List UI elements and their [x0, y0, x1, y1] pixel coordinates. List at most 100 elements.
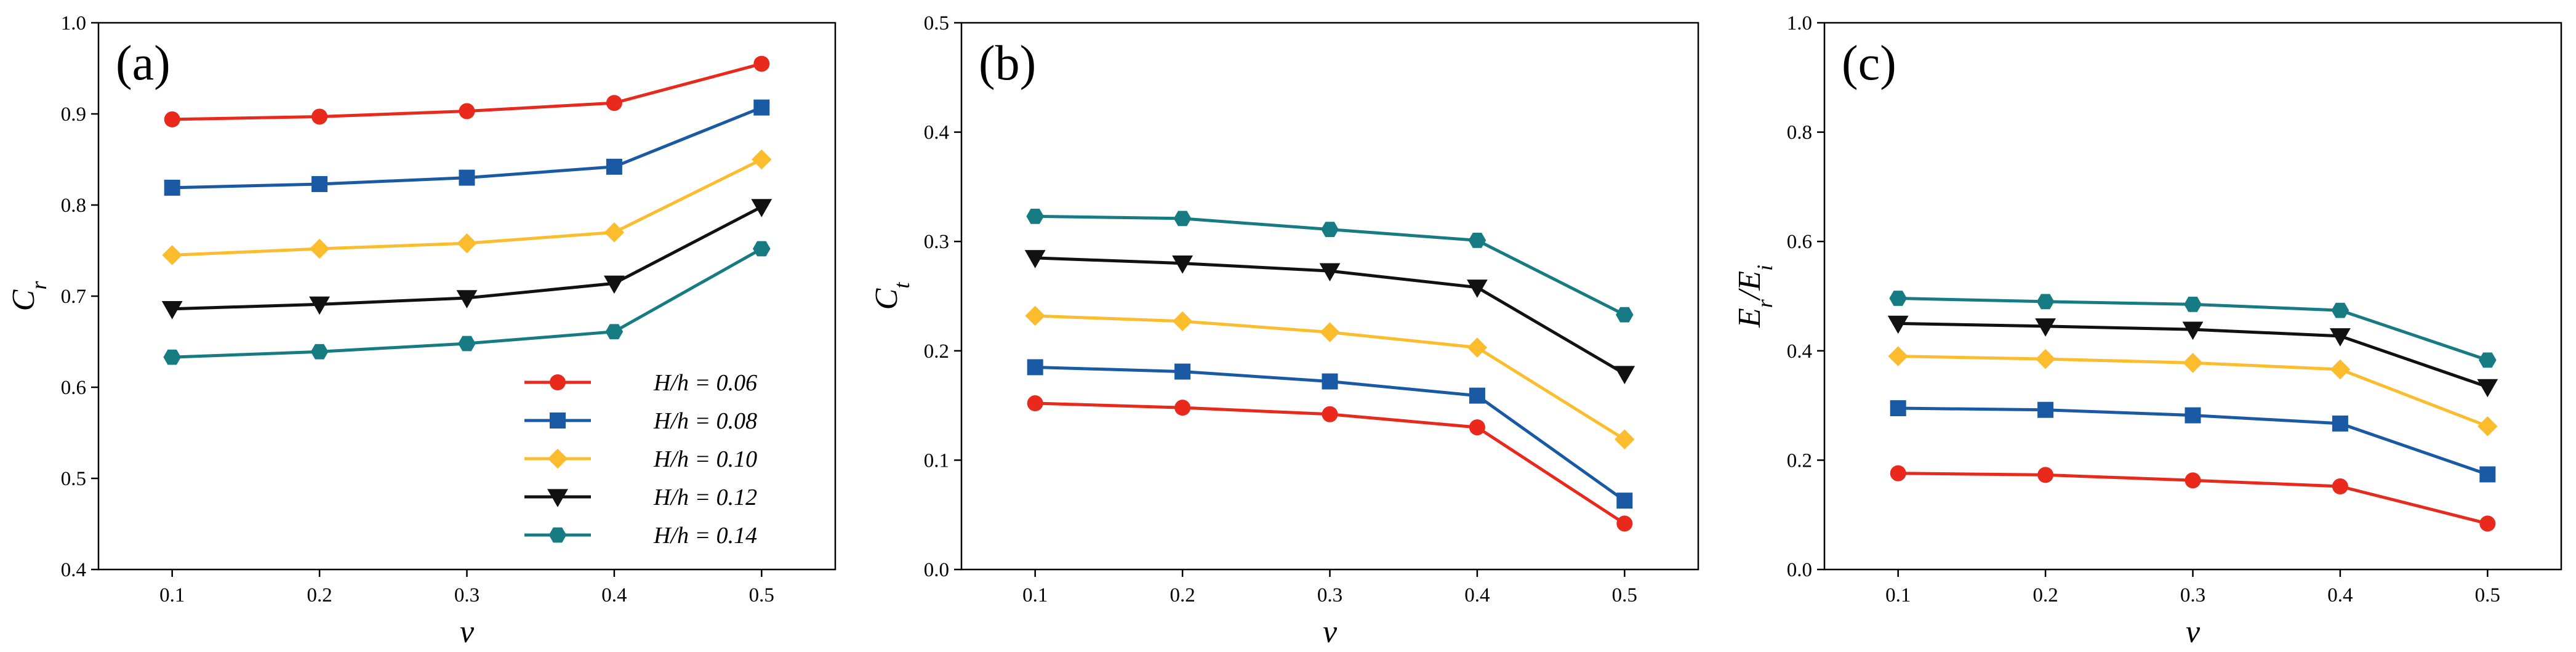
y-tick-label: 0.4 [1787, 340, 1812, 363]
triangle-down-marker-icon [547, 489, 568, 507]
data-point [2330, 359, 2351, 380]
series-s008 [1027, 359, 1633, 509]
data-point [2035, 348, 2056, 369]
data-point [309, 296, 330, 315]
x-tick-label: 0.1 [1885, 584, 1911, 606]
series-s006 [1027, 395, 1633, 532]
data-point [1322, 406, 1338, 422]
y-tick-label: 0.4 [924, 122, 949, 144]
y-axis-label-subscript: t [889, 282, 914, 289]
x-tick-label: 0.3 [2180, 584, 2205, 606]
series-s008 [164, 99, 770, 196]
data-point [2185, 472, 2201, 489]
x-axis-label: v [460, 614, 475, 650]
panel-label: (c) [1842, 36, 1896, 91]
data-point [1467, 280, 1488, 298]
data-point [1172, 256, 1193, 274]
legend-entry: H/h = 0.10 [524, 446, 757, 472]
series-s014 [1889, 291, 2497, 368]
data-point [2479, 352, 2497, 368]
data-point [753, 99, 770, 116]
y-axis-label-subscript2: i [1752, 265, 1777, 271]
data-point [2182, 321, 2204, 340]
data-point [1026, 208, 1044, 224]
y-axis-label-main: C [6, 289, 41, 311]
data-point [1616, 493, 1633, 509]
data-point [1616, 307, 1634, 323]
data-point [604, 222, 625, 243]
legend-label: H/h = 0.10 [653, 446, 757, 472]
legend: H/h = 0.06 H/h = 0.08 H/h = 0.10 H/h = 0.12… [524, 370, 757, 549]
data-point [605, 324, 624, 340]
legend-label: H/h = 0.06 [653, 370, 757, 396]
y-tick-label: 0.8 [1787, 122, 1812, 144]
y-axis-label: Cr [6, 281, 51, 312]
data-point [2037, 401, 2054, 418]
data-point [458, 336, 476, 352]
data-point [309, 238, 330, 259]
data-point [310, 344, 329, 360]
x-tick-label: 0.3 [454, 584, 479, 606]
data-point [1027, 359, 1043, 376]
x-tick-label: 0.4 [1464, 584, 1490, 606]
data-point [1174, 363, 1191, 380]
series-s006 [1890, 465, 2496, 532]
y-tick-label: 0.6 [61, 377, 86, 399]
y-tick-label: 0.5 [924, 12, 949, 34]
data-point [457, 233, 477, 254]
data-point [164, 179, 180, 196]
y-tick-label: 0.3 [924, 231, 949, 253]
data-point [1468, 233, 1487, 248]
data-point [2332, 478, 2348, 495]
data-point [1890, 465, 1906, 481]
data-point [2330, 328, 2351, 347]
data-point [1614, 366, 1635, 384]
series-s012 [161, 199, 772, 320]
legend-label: H/h = 0.14 [653, 523, 757, 549]
legend-entry: H/h = 0.14 [524, 523, 757, 549]
x-tick-label: 0.5 [749, 584, 774, 606]
y-tick-label: 0.0 [1787, 559, 1812, 581]
data-point [751, 199, 772, 217]
data-point [2479, 515, 2496, 532]
data-point [1469, 419, 1485, 436]
y-tick-label: 1.0 [61, 12, 86, 34]
data-point [459, 103, 475, 119]
data-point [1890, 400, 1906, 417]
legend-label: H/h = 0.12 [653, 485, 757, 510]
y-axis-label-mid: /E [1732, 271, 1767, 301]
data-point [2035, 318, 2056, 337]
y-tick-label: 0.2 [1787, 449, 1812, 472]
data-point [161, 301, 183, 320]
data-point [162, 245, 182, 265]
legend-entry: H/h = 0.12 [524, 485, 757, 510]
data-point [604, 275, 625, 294]
data-point [2036, 294, 2055, 310]
data-point [1025, 305, 1045, 326]
y-tick-label: 0.2 [924, 340, 949, 363]
data-point [2478, 416, 2498, 437]
y-tick-label: 0.8 [61, 195, 86, 217]
data-point [2479, 466, 2496, 483]
y-axis-label-main: C [869, 288, 904, 310]
data-point [1321, 222, 1339, 238]
panel-label: (a) [116, 36, 171, 91]
y-tick-label: 0.7 [61, 286, 86, 308]
data-point [1469, 387, 1485, 404]
data-point [1319, 263, 1341, 282]
data-point [2184, 296, 2202, 312]
circle-marker-icon [550, 374, 566, 390]
x-tick-label: 0.3 [1317, 584, 1342, 606]
y-tick-label: 1.0 [1787, 12, 1812, 34]
y-tick-label: 0.0 [924, 559, 949, 581]
x-tick-label: 0.4 [2327, 584, 2353, 606]
data-point [753, 241, 771, 257]
data-point [1616, 515, 1633, 532]
data-point [1027, 395, 1043, 412]
series-s008 [1890, 400, 2496, 483]
series-s012 [1024, 250, 1635, 384]
x-tick-label: 0.2 [307, 584, 332, 606]
y-tick-label: 0.1 [924, 449, 949, 472]
data-point [1615, 429, 1635, 449]
